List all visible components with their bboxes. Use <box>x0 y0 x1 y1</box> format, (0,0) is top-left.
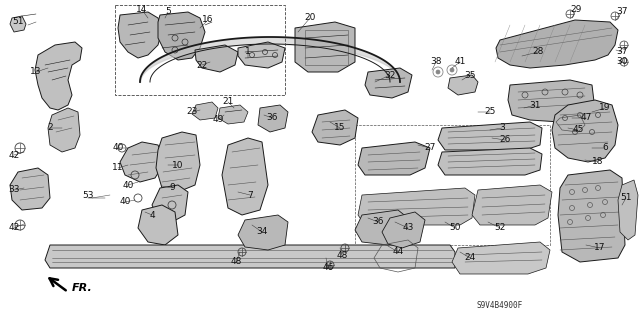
Circle shape <box>436 70 440 74</box>
Text: 41: 41 <box>454 57 466 66</box>
Text: 43: 43 <box>403 224 413 233</box>
Text: 6: 6 <box>602 144 608 152</box>
Text: 51: 51 <box>12 18 24 26</box>
Polygon shape <box>192 102 218 120</box>
Text: 51: 51 <box>620 194 632 203</box>
Text: 26: 26 <box>499 136 511 145</box>
Polygon shape <box>120 142 165 182</box>
Text: 7: 7 <box>247 190 253 199</box>
Polygon shape <box>258 105 288 132</box>
Text: 5: 5 <box>165 8 171 17</box>
Text: 29: 29 <box>570 5 582 14</box>
Text: 23: 23 <box>186 108 198 116</box>
Text: FR.: FR. <box>72 283 93 293</box>
Text: 9: 9 <box>169 183 175 192</box>
Text: 24: 24 <box>465 254 476 263</box>
Text: 21: 21 <box>222 98 234 107</box>
Text: 49: 49 <box>212 115 224 124</box>
Polygon shape <box>448 75 478 95</box>
Polygon shape <box>496 20 618 68</box>
Polygon shape <box>10 16 26 32</box>
Polygon shape <box>138 205 178 245</box>
Circle shape <box>450 68 454 72</box>
Text: 22: 22 <box>196 61 207 70</box>
Text: 10: 10 <box>172 160 184 169</box>
Polygon shape <box>48 108 80 152</box>
Polygon shape <box>218 105 248 124</box>
Polygon shape <box>158 12 205 60</box>
Text: 18: 18 <box>592 158 604 167</box>
Text: 36: 36 <box>266 114 278 122</box>
Polygon shape <box>312 110 358 145</box>
Bar <box>115 5 285 95</box>
Text: 46: 46 <box>323 263 333 272</box>
Polygon shape <box>238 42 285 68</box>
Text: 1: 1 <box>245 48 251 56</box>
Polygon shape <box>295 22 355 72</box>
Polygon shape <box>156 132 200 192</box>
Polygon shape <box>118 12 162 58</box>
Polygon shape <box>438 148 542 175</box>
Polygon shape <box>45 245 455 268</box>
Text: 16: 16 <box>202 16 214 25</box>
Text: 40: 40 <box>122 181 134 189</box>
Text: 17: 17 <box>595 243 605 253</box>
Text: 20: 20 <box>304 13 316 23</box>
Text: 40: 40 <box>112 144 124 152</box>
Polygon shape <box>558 170 625 262</box>
Polygon shape <box>452 242 550 274</box>
Text: 30: 30 <box>616 57 628 66</box>
Text: 37: 37 <box>616 8 628 17</box>
Text: 48: 48 <box>230 257 242 266</box>
Text: 25: 25 <box>484 108 496 116</box>
Text: 40: 40 <box>119 197 131 206</box>
Text: 38: 38 <box>430 57 442 66</box>
Polygon shape <box>35 42 82 110</box>
Text: 47: 47 <box>580 114 592 122</box>
Polygon shape <box>365 68 412 98</box>
Text: 14: 14 <box>136 5 148 14</box>
Text: 4: 4 <box>149 211 155 219</box>
Text: 11: 11 <box>112 164 124 173</box>
Polygon shape <box>195 45 238 72</box>
Text: 27: 27 <box>424 144 436 152</box>
Text: 53: 53 <box>83 190 93 199</box>
Text: 13: 13 <box>30 68 42 77</box>
Text: 42: 42 <box>8 224 20 233</box>
Polygon shape <box>222 138 268 215</box>
Text: 37: 37 <box>616 48 628 56</box>
Text: 15: 15 <box>334 123 346 132</box>
Bar <box>355 125 550 245</box>
Polygon shape <box>355 210 408 245</box>
Text: 44: 44 <box>392 248 404 256</box>
Text: 31: 31 <box>529 100 541 109</box>
Text: 19: 19 <box>599 103 611 113</box>
Text: 36: 36 <box>372 218 384 226</box>
Text: 35: 35 <box>464 70 476 79</box>
Text: 48: 48 <box>336 250 348 259</box>
Polygon shape <box>358 188 475 225</box>
Text: 28: 28 <box>532 48 544 56</box>
Text: 33: 33 <box>8 186 20 195</box>
Polygon shape <box>382 212 425 248</box>
Polygon shape <box>438 122 542 150</box>
Polygon shape <box>10 168 50 210</box>
Polygon shape <box>552 100 618 162</box>
Text: S9V4B4900F: S9V4B4900F <box>477 300 523 309</box>
Text: 34: 34 <box>256 227 268 236</box>
Text: 52: 52 <box>494 224 506 233</box>
Polygon shape <box>472 185 552 225</box>
Polygon shape <box>358 142 430 175</box>
Polygon shape <box>508 80 595 122</box>
Text: 2: 2 <box>47 123 53 132</box>
Text: 45: 45 <box>572 125 584 135</box>
Text: 3: 3 <box>499 123 505 132</box>
Polygon shape <box>618 180 638 240</box>
Text: 42: 42 <box>8 151 20 160</box>
Polygon shape <box>152 185 188 222</box>
Text: 32: 32 <box>384 70 396 79</box>
Polygon shape <box>238 215 288 250</box>
Text: 50: 50 <box>449 224 461 233</box>
